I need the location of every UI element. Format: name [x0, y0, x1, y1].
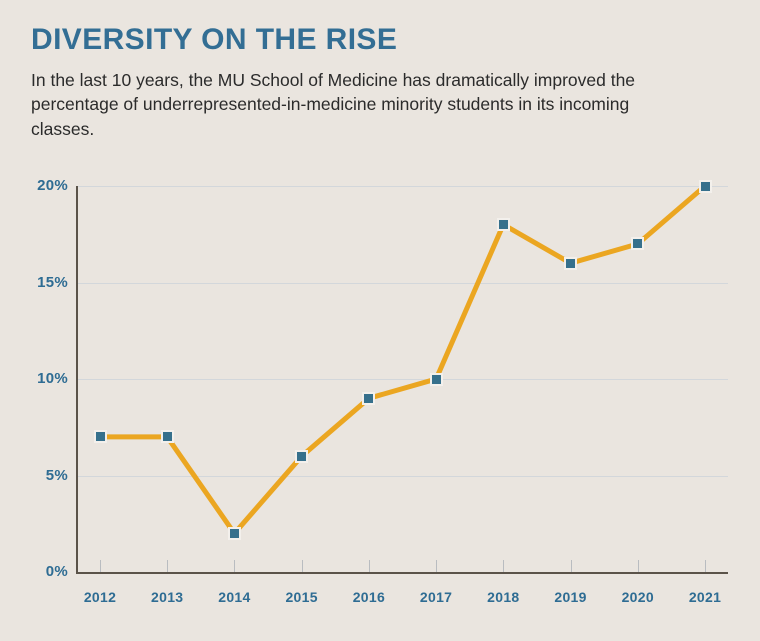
x-axis-tick: [503, 560, 505, 572]
x-axis-tick: [100, 560, 101, 572]
x-axis-tick-label: 2013: [151, 589, 184, 605]
y-axis-tick-label: 0%: [45, 563, 68, 580]
data-point-marker: [93, 430, 107, 444]
x-axis-tick-label: 2018: [487, 589, 520, 605]
gridline: [77, 186, 728, 187]
x-axis-line: [77, 572, 728, 574]
data-point-marker: [429, 372, 443, 386]
chart-subtitle: In the last 10 years, the MU School of M…: [31, 69, 636, 140]
y-axis-line: [76, 186, 78, 574]
x-axis-tick-label: 2020: [621, 589, 654, 605]
data-point-marker: [631, 237, 645, 251]
x-axis-tick-label: 2015: [285, 589, 318, 605]
y-axis-tick-label: 5%: [45, 466, 68, 484]
x-axis-tick: [234, 560, 236, 572]
x-axis-tick-label: 2016: [352, 589, 386, 605]
x-axis-tick-label: 2012: [83, 589, 117, 605]
gridline: [77, 282, 728, 284]
data-point-marker: [295, 449, 309, 463]
data-point-marker: [698, 179, 712, 193]
x-axis-tick: [637, 560, 639, 572]
x-axis-tick: [705, 560, 706, 572]
data-point-marker: [160, 430, 174, 444]
x-axis-tick: [368, 560, 370, 572]
gridline: [77, 379, 728, 380]
chart-header: DIVERSITY ON THE RISE In the last 10 yea…: [31, 24, 721, 142]
gridline: [77, 475, 728, 477]
x-axis-tick: [167, 560, 169, 572]
page-title: DIVERSITY ON THE RISE: [31, 23, 398, 56]
data-point-marker: [496, 218, 510, 232]
x-axis-tick: [301, 560, 303, 572]
x-axis-tick: [436, 560, 438, 572]
x-axis-tick-label: 2014: [218, 589, 251, 605]
x-axis-tick-label: 2017: [419, 589, 453, 605]
y-axis-tick-label: 15%: [37, 273, 68, 291]
y-axis-tick-label: 20%: [37, 177, 68, 194]
data-point-marker: [564, 256, 578, 270]
x-axis-tick-label: 2021: [688, 589, 722, 605]
data-point-marker: [362, 391, 376, 405]
data-point-marker: [227, 526, 241, 540]
x-axis-tick-label: 2019: [554, 589, 587, 605]
y-axis-tick-label: 10%: [37, 370, 68, 387]
x-axis-tick: [570, 560, 572, 572]
